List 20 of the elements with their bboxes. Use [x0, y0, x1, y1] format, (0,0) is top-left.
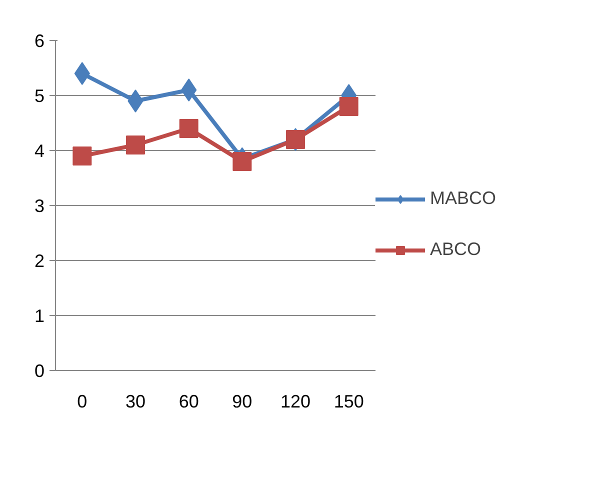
- point: [72, 146, 92, 166]
- y-tick-label: 2: [34, 251, 45, 271]
- y-tick-label: 4: [34, 141, 45, 161]
- point: [339, 97, 358, 116]
- x-tick-label: 120: [280, 392, 311, 412]
- x-tick-label: 60: [178, 392, 199, 412]
- point: [232, 152, 252, 171]
- x-tick-label: 90: [232, 392, 252, 412]
- y-tick-label: 5: [34, 86, 45, 106]
- y-tick-label: 3: [34, 196, 45, 216]
- legend-label: MABCO: [430, 188, 496, 209]
- x-tick-label: 0: [77, 392, 88, 412]
- y-tick-label: 6: [34, 31, 45, 51]
- legend-label: ABCO: [430, 239, 482, 260]
- y-tick-label: 0: [34, 361, 45, 381]
- x-tick-label: 150: [334, 392, 364, 412]
- point: [126, 136, 145, 154]
- y-tick-label: 1: [34, 306, 45, 326]
- x-tick-label: 30: [125, 392, 146, 412]
- point: [179, 119, 198, 138]
